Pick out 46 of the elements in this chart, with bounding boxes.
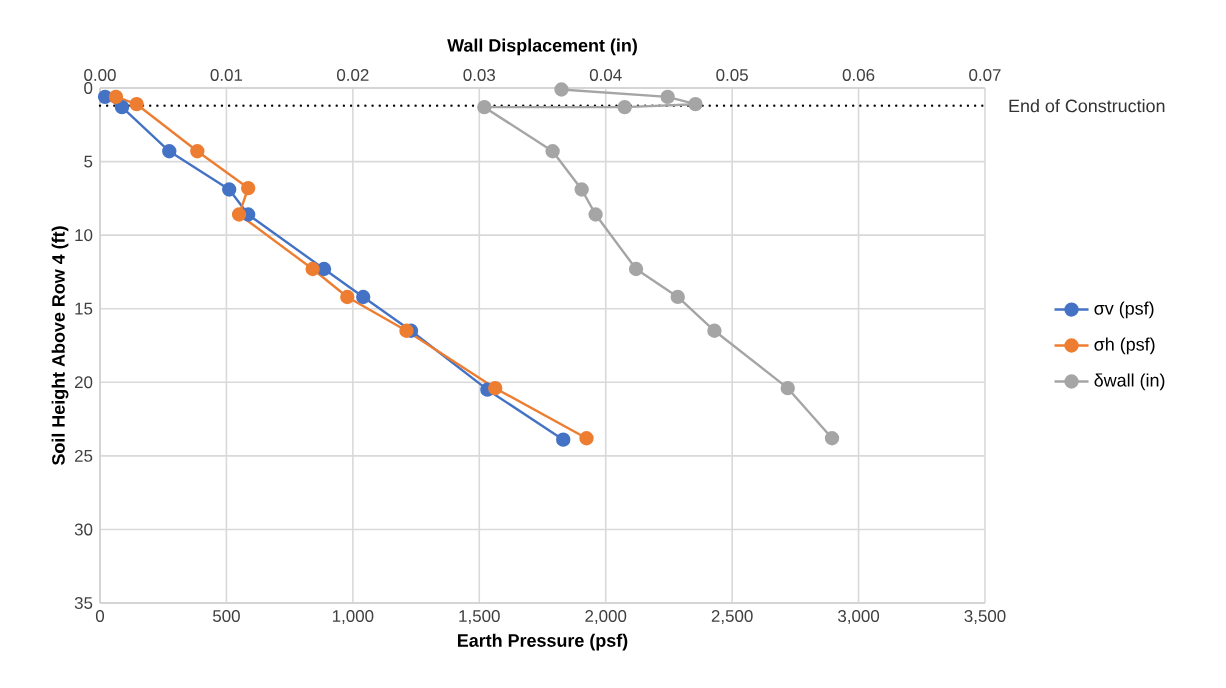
x-tick-label: 3,000: [838, 610, 880, 625]
x-axis-title: Earth Pressure (psf): [457, 633, 628, 651]
y-tick-label: 25: [74, 449, 93, 462]
y-tick-label: 5: [84, 155, 93, 168]
point: [162, 144, 177, 159]
x2-tick-label: 0.06: [842, 68, 875, 81]
y-tick-label: 35: [74, 597, 93, 609]
x2-tick-label: 0.05: [716, 68, 748, 81]
point: [305, 261, 320, 277]
point: [108, 89, 124, 105]
point: [488, 381, 503, 396]
point: [399, 323, 414, 338]
point: [556, 432, 571, 447]
point: [114, 99, 130, 115]
x2-tick-label: 0.02: [337, 68, 369, 81]
x-tick-label: 1,000: [332, 610, 374, 625]
x2-tick-label: 0.04: [589, 68, 622, 81]
y-tick-label: 30: [74, 523, 93, 536]
point: [579, 431, 594, 446]
point: [241, 180, 256, 196]
x2-tick-label: 0.00: [84, 68, 116, 81]
x2-tick-label: 0.03: [463, 68, 496, 81]
y-axis-title: Soil Height Above Row 4 (ft): [51, 226, 69, 466]
y-tick-label: 20: [74, 376, 93, 389]
x-tick-label: 3,500: [964, 610, 1006, 625]
x-tick-label: 1,500: [459, 610, 500, 625]
legend-label: δwall (in): [1094, 373, 1165, 391]
y-tick-label: 0: [84, 82, 93, 94]
ref-line-label: End of Construction: [1009, 99, 1165, 113]
point: [190, 144, 205, 159]
point: [222, 182, 237, 197]
x2-axis-title: Wall Displacement (in): [447, 38, 637, 56]
point: [231, 207, 247, 222]
x-tick-label: 500: [212, 610, 240, 623]
point: [340, 289, 355, 305]
x-tick-label: 2,500: [711, 610, 753, 625]
y-tick-label: 15: [75, 302, 93, 315]
x-tick-label: 0: [95, 610, 105, 623]
point: [356, 289, 371, 305]
legend-label: σh (psf): [1094, 337, 1155, 355]
x-tick-label: 2,000: [585, 610, 627, 625]
x2-tick-label: 0.01: [210, 68, 243, 81]
legend-label: σv (psf): [1094, 301, 1154, 319]
y-tick-label: 10: [75, 229, 93, 242]
point: [129, 97, 144, 112]
x2-tick-label: 0.07: [969, 68, 1001, 81]
